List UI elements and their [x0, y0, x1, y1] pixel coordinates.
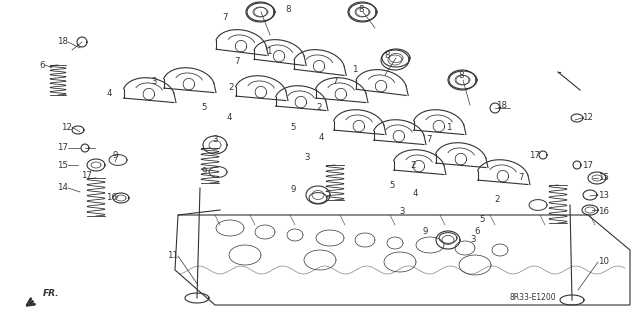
Text: 18: 18	[496, 100, 507, 109]
Text: 5: 5	[479, 216, 485, 225]
Text: 7: 7	[333, 78, 338, 86]
Text: 4: 4	[413, 189, 418, 197]
Text: 6: 6	[40, 61, 45, 70]
Text: 17: 17	[582, 160, 593, 169]
Text: 4: 4	[319, 133, 324, 143]
Text: 4: 4	[106, 88, 112, 98]
Text: 8: 8	[458, 70, 463, 79]
Text: 9: 9	[422, 227, 428, 236]
Text: 5: 5	[390, 181, 395, 189]
Text: 3: 3	[470, 235, 476, 244]
Text: 12: 12	[582, 114, 593, 122]
Text: 13: 13	[598, 190, 609, 199]
Text: 1: 1	[447, 123, 452, 132]
Text: 7: 7	[234, 57, 240, 66]
Text: 5: 5	[202, 103, 207, 113]
Text: 8: 8	[384, 50, 390, 60]
Text: 15: 15	[57, 160, 68, 169]
Text: 17: 17	[81, 170, 92, 180]
Text: 9: 9	[113, 151, 118, 160]
Text: 3: 3	[212, 136, 218, 145]
Text: 3: 3	[399, 207, 405, 217]
Text: 9: 9	[202, 167, 207, 176]
Text: 2: 2	[410, 160, 416, 169]
Text: 8: 8	[285, 5, 291, 14]
Text: 17: 17	[529, 151, 540, 160]
Text: 2: 2	[317, 103, 322, 113]
Text: 15: 15	[598, 174, 609, 182]
Text: 4: 4	[227, 114, 232, 122]
Text: 16: 16	[598, 207, 609, 217]
Text: 7: 7	[426, 136, 432, 145]
Text: 9: 9	[291, 186, 296, 195]
Text: 12: 12	[61, 122, 72, 131]
Text: 11: 11	[167, 251, 178, 261]
Text: 16: 16	[106, 194, 117, 203]
Text: 14: 14	[57, 183, 68, 192]
Text: 1: 1	[266, 48, 271, 56]
Text: 1: 1	[353, 65, 358, 75]
Text: 17: 17	[57, 144, 68, 152]
Text: 2: 2	[495, 196, 500, 204]
Text: 8R33-E1200: 8R33-E1200	[510, 293, 557, 302]
Text: 6: 6	[474, 227, 480, 236]
Text: 5: 5	[291, 123, 296, 132]
Text: 18: 18	[57, 38, 68, 47]
Text: 2: 2	[228, 83, 234, 92]
Text: FR.: FR.	[43, 290, 60, 299]
Text: 3: 3	[305, 153, 310, 162]
Text: 8: 8	[358, 5, 364, 14]
Text: 7: 7	[518, 174, 524, 182]
Text: 10: 10	[598, 257, 609, 266]
Text: 7: 7	[223, 13, 228, 23]
Text: 3: 3	[152, 78, 157, 86]
